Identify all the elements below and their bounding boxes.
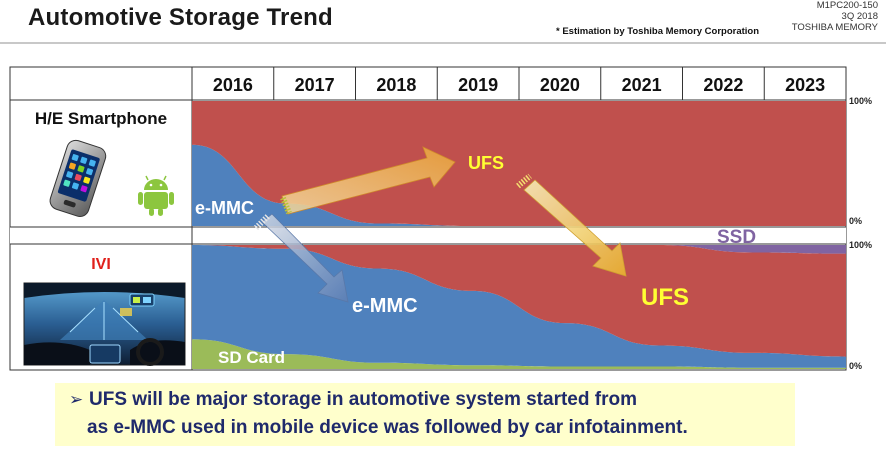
phone-emmc-label: e-MMC: [195, 198, 254, 218]
area-series-ufs: [192, 245, 846, 357]
company-line: TOSHIBA MEMORY: [791, 22, 878, 33]
area-series-e-mmc: [192, 245, 846, 368]
title-divider: [0, 42, 886, 44]
area-series-ssd: [192, 245, 846, 254]
conclusion-line-1: UFS will be major storage in automotive …: [89, 389, 637, 410]
phone-ufs-label: UFS: [468, 153, 504, 173]
year-tick-2017: 2017: [295, 75, 335, 95]
year-header: 2016 2017 2018 2019 2020 2021 2022 2023: [213, 67, 825, 100]
storage-trend-chart: 2016 2017 2018 2019 2020 2021 2022 2023 100% 0%…: [9, 66, 872, 371]
row-label-ivi: IVI: [91, 256, 111, 273]
ivi-ssd-label: SSD: [717, 227, 756, 248]
row-label-smartphone: H/E Smartphone: [35, 109, 167, 128]
ivi-axis-bottom-label: 0%: [849, 361, 862, 371]
phone-axis-bottom-label: 0%: [849, 216, 862, 226]
year-tick-2023: 2023: [785, 75, 825, 95]
year-tick-2022: 2022: [703, 75, 743, 95]
ivi-emmc-label: e-MMC: [352, 295, 418, 317]
conclusion-note: ➢ UFS will be major storage in automotiv…: [55, 383, 795, 446]
android-icon: [138, 175, 174, 216]
document-id: M1PC200-150 3Q 2018 TOSHIBA MEMORY: [792, 0, 878, 33]
bullet-arrow-icon: ➢: [69, 390, 84, 409]
doc-id-line: M1PC200-150: [816, 0, 878, 11]
year-tick-2020: 2020: [540, 75, 580, 95]
conclusion-line-2: as e-MMC used in mobile device was follo…: [87, 417, 688, 438]
page-title: Automotive Storage Trend: [28, 4, 333, 31]
year-tick-2019: 2019: [458, 75, 498, 95]
arrow-phone-emmc-to-ufs: [280, 146, 456, 215]
ivi-axis-top-label: 100%: [849, 240, 872, 250]
year-tick-2021: 2021: [622, 75, 662, 95]
row-gap: [10, 227, 846, 244]
car-dashboard-icon: [23, 282, 186, 366]
area-series-e-mmc: [192, 144, 846, 226]
smartphone-icon: [49, 139, 107, 217]
year-tick-2018: 2018: [376, 75, 416, 95]
year-tick-2016: 2016: [213, 75, 253, 95]
ivi-area-chart: [192, 245, 846, 369]
doc-date-line: 3Q 2018: [841, 11, 878, 22]
ivi-ufs-label: UFS: [641, 284, 689, 311]
area-series-sd-card: [192, 339, 846, 369]
estimation-note: * Estimation by Toshiba Memory Corporati…: [556, 26, 760, 37]
ivi-sd-card-label: SD Card: [218, 348, 285, 367]
arrow-phone-ufs-to-ivi-ufs: [516, 173, 627, 277]
arrow-phone-emmc-to-ivi-emmc: [253, 213, 349, 303]
phone-axis-top-label: 100%: [849, 96, 872, 106]
